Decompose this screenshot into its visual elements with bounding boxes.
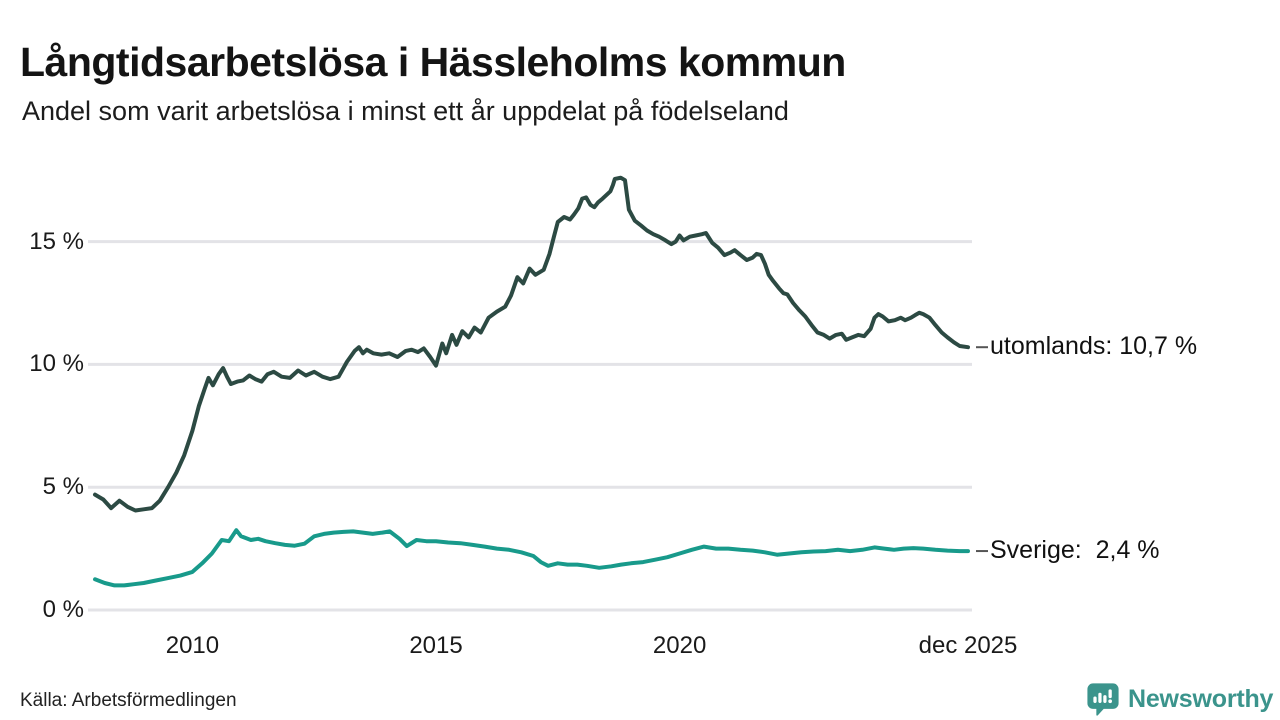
y-tick-label: 0 % [42,596,84,623]
series-end-label-sverige: Sverige: 2,4 % [990,535,1160,564]
source-note: Källa: Arbetsförmedlingen [20,690,237,711]
brand-name: Newsworthy [1128,684,1274,713]
page-subtitle: Andel som varit arbetslösa i minst ett å… [22,96,789,126]
y-tick-label: 15 % [29,227,84,255]
y-tick-label: 5 % [42,473,84,501]
x-tick-label: 2020 [652,632,707,659]
page-title: Långtidsarbetslösa i Hässleholms kommun [20,39,846,86]
bar-chart-speech-bubble-icon [1087,683,1119,716]
series-end-label-utomlands: utomlands: 10,7 % [990,332,1198,361]
x-tick-label: 2015 [409,632,463,659]
x-tick-label: dec 2025 [918,632,1018,659]
newsworthy-logo: Newsworthy [1086,682,1273,716]
x-tick-label: 2010 [165,632,220,659]
y-tick-label: 10 % [29,350,84,378]
